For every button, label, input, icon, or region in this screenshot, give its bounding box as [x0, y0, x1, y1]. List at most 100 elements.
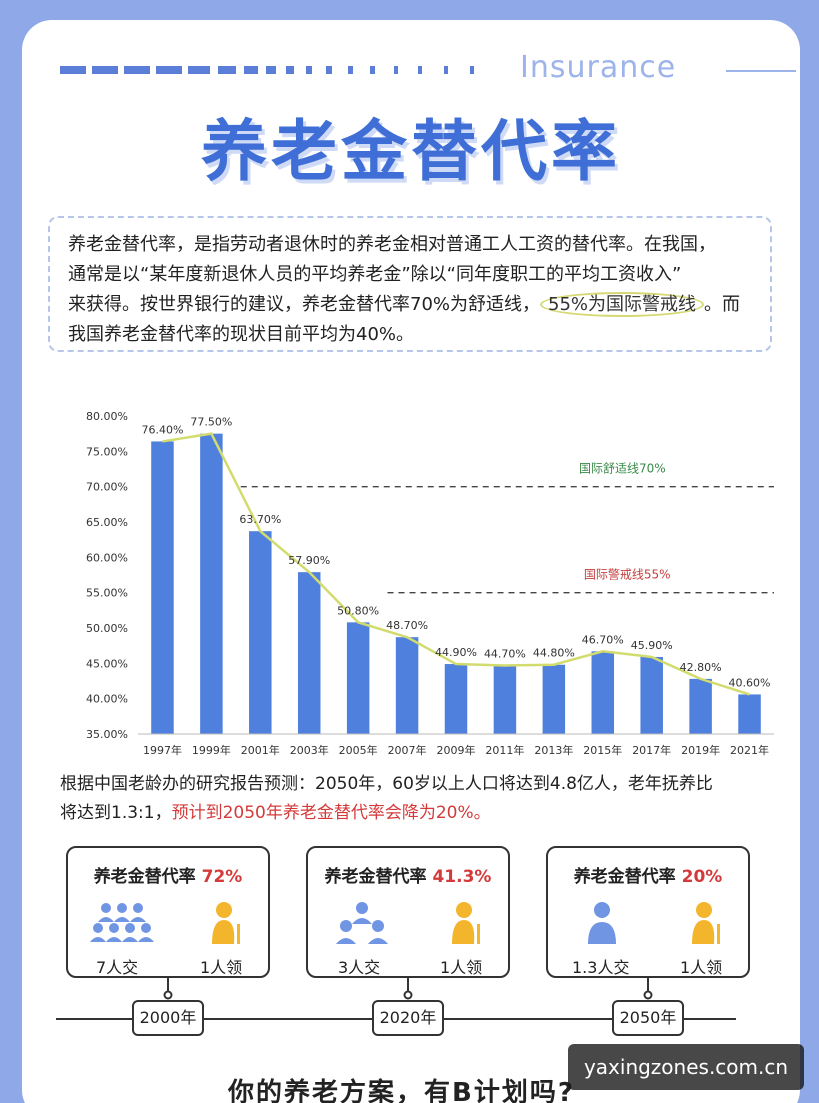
page-title: 养老金替代率: [201, 113, 621, 190]
header-dash: [326, 66, 332, 74]
y-tick-label: 40.00%: [86, 693, 128, 706]
data-label: 44.80%: [533, 647, 575, 660]
timeline-year-2020: 2020年: [372, 1000, 444, 1036]
bar: [346, 622, 370, 734]
x-tick-label: 2009年: [437, 743, 476, 757]
elder-icon: [692, 902, 720, 944]
timeline-year-2050: 2050年: [612, 1000, 684, 1036]
timeline-pin-icon: [403, 978, 413, 1000]
intro-text: 来获得。按世界银行的建议，养老金替代率70%为舒适线，: [68, 294, 541, 315]
x-tick-label: 2011年: [485, 743, 524, 757]
x-tick-label: 2005年: [339, 743, 378, 757]
header-dash: [92, 66, 118, 74]
y-tick-label: 50.00%: [86, 622, 128, 635]
workers-group-icon: [336, 902, 480, 944]
data-label: 44.90%: [435, 646, 477, 659]
bar: [640, 656, 663, 734]
bar: [591, 651, 615, 734]
data-label: 48.70%: [386, 619, 428, 632]
x-tick-label: 2019年: [681, 743, 720, 757]
header-dash: [60, 66, 86, 74]
scenario-title: 养老金替代率 41.3%: [308, 862, 508, 887]
data-label: 40.60%: [729, 676, 771, 689]
intro-line: 养老金替代率，是指劳动者退休时的养老金相对普通工人工资的替代率。在我国，: [68, 234, 716, 255]
bar: [297, 572, 321, 734]
receivers-count: 1人领: [200, 958, 243, 977]
receivers-count: 1人领: [440, 958, 483, 977]
scenario-pct: 72%: [201, 867, 243, 887]
payers-count: 3人交: [338, 958, 381, 977]
payers-count: 1.3人交: [572, 958, 630, 977]
brand-underline: [726, 70, 796, 72]
y-tick-label: 70.00%: [86, 481, 128, 494]
bar: [249, 531, 272, 734]
forecast-text: 根据中国老龄办的研究报告预测：2050年，60岁以上人口将达到4.8亿人，老年抚…: [60, 770, 780, 828]
payers-count: 7人交: [96, 958, 139, 977]
plan-b-question: 你的养老方案，有B计划吗?: [228, 1078, 575, 1103]
data-label: 77.50%: [190, 416, 232, 429]
y-tick-label: 80.00%: [86, 410, 128, 423]
bar: [200, 433, 223, 734]
header-dash: [394, 66, 398, 74]
intro-line: 通常是以“某年度新退休人员的平均养老金”除以“同年度职工的平均工资收入”: [68, 264, 682, 285]
bar: [542, 664, 566, 734]
y-tick-label: 45.00%: [86, 657, 128, 670]
reference-line-label: 国际警戒线55%: [584, 567, 671, 582]
x-tick-label: 2013年: [534, 743, 573, 757]
elder-icon: [212, 902, 240, 944]
bar: [689, 678, 712, 734]
header-dash: [124, 66, 150, 74]
x-tick-label: 2017年: [632, 743, 671, 757]
bar: [395, 637, 419, 734]
workers-group-icon: [588, 902, 720, 944]
y-tick-label: 65.00%: [86, 516, 128, 529]
scenario-label: 养老金替代率: [573, 867, 676, 887]
data-label: 45.90%: [631, 639, 673, 652]
header-dash: [348, 66, 353, 74]
trend-line: [162, 432, 750, 696]
x-tick-label: 1999年: [192, 743, 231, 757]
site-watermark: yaxingzones.com.cn: [568, 1044, 804, 1090]
poster-card: Insurance 养老金替代率 养老金替代率，是指劳动者退休时的养老金相对普通…: [22, 20, 800, 1103]
data-label: 50.80%: [337, 604, 379, 617]
data-label: 76.40%: [141, 423, 183, 436]
forecast-line: 将达到1.3:1，预计到2050年养老金替代率会降为20%。: [60, 799, 780, 828]
intro-line: 我国养老金替代率的现状目前平均为40%。: [68, 324, 415, 345]
timeline-pin-icon: [163, 978, 173, 1000]
x-tick-label: 2007年: [388, 743, 427, 757]
scenario-title: 养老金替代率 20%: [548, 862, 748, 887]
reference-line-label: 国际舒适线70%: [579, 462, 666, 476]
workers-group-icon: [90, 902, 240, 944]
y-tick-label: 60.00%: [86, 551, 128, 564]
x-tick-label: 2021年: [730, 743, 769, 757]
data-label: 57.90%: [288, 554, 330, 567]
header-dash: [306, 66, 312, 74]
header-dash: [266, 66, 276, 74]
brand-label: Insurance: [520, 50, 677, 85]
receivers-count: 1人领: [680, 958, 723, 977]
y-tick-label: 35.00%: [86, 728, 128, 741]
timeline-year-2000: 2000年: [132, 1000, 204, 1036]
header-dash: [188, 66, 210, 74]
header-dash: [418, 66, 422, 74]
scenario-card-2050: 养老金替代率 20% 1.3人交 1人领: [546, 846, 750, 978]
forecast-line: 根据中国老龄办的研究报告预测：2050年，60岁以上人口将达到4.8亿人，老年抚…: [60, 774, 713, 794]
bar: [151, 441, 174, 734]
x-tick-label: 1997年: [143, 743, 182, 757]
scenario-label: 养老金替代率: [93, 867, 196, 887]
elder-icon: [452, 902, 480, 944]
y-tick-label: 75.00%: [86, 445, 128, 458]
data-label: 44.70%: [484, 647, 526, 660]
header-dash: [218, 66, 236, 74]
header-dash: [370, 66, 375, 74]
data-label: 42.80%: [680, 661, 722, 674]
x-tick-label: 2003年: [290, 743, 329, 757]
replacement-rate-chart: 35.00% 40.00% 45.00% 50.00% 55.00% 60.00% 65.0…: [56, 380, 786, 770]
scenario-pct: 41.3%: [432, 867, 492, 887]
data-label: 63.70%: [239, 513, 281, 526]
x-tick-label: 2001年: [241, 743, 280, 757]
forecast-highlight: 预计到2050年养老金替代率会降为20%。: [171, 803, 491, 823]
scenario-pct: 20%: [681, 867, 723, 887]
header-dash: [470, 66, 474, 74]
forecast-text-part: 将达到1.3:1，: [60, 803, 172, 823]
